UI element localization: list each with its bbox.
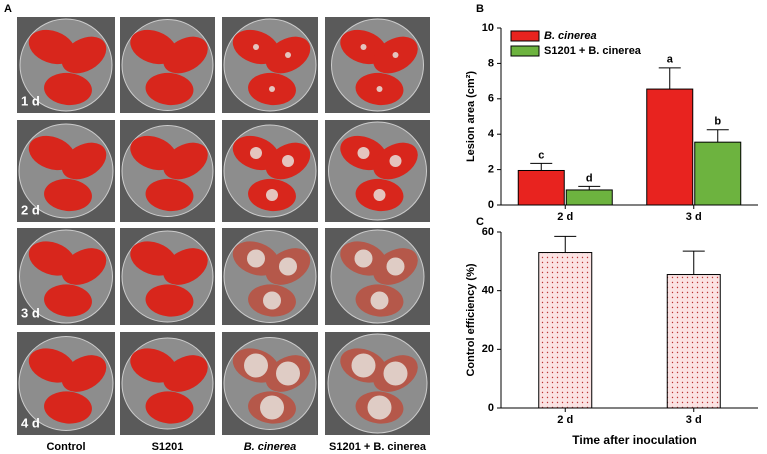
lesion xyxy=(282,155,294,167)
lesion xyxy=(360,44,367,50)
y-tick-label: 6 xyxy=(488,93,494,105)
y-tick-label: 40 xyxy=(482,285,494,297)
row-label: 2 d xyxy=(21,202,40,217)
strawberry xyxy=(163,36,208,74)
lesion xyxy=(367,395,392,420)
bar xyxy=(538,252,593,409)
row-label: 1 d xyxy=(21,93,40,108)
lesion xyxy=(351,353,376,378)
bar xyxy=(694,141,742,206)
lesion xyxy=(370,291,389,310)
strawberry xyxy=(44,178,92,212)
legend-label: B. cinerea xyxy=(544,30,597,42)
lesion xyxy=(244,353,268,378)
strawberry xyxy=(44,284,92,317)
lesion xyxy=(354,249,373,268)
strawberry xyxy=(145,391,194,424)
lesion xyxy=(253,44,259,50)
error-bar xyxy=(578,185,601,190)
y-tick-label: 60 xyxy=(482,226,494,238)
bar xyxy=(517,169,565,206)
lesion xyxy=(279,257,297,276)
strawberry xyxy=(145,284,194,317)
error-bar xyxy=(706,129,729,143)
error-bar xyxy=(554,235,577,253)
significance-label: a xyxy=(667,54,674,66)
lesion xyxy=(285,52,291,58)
lesion xyxy=(373,189,386,201)
x-axis-label: Time after inoculation xyxy=(572,433,696,447)
strawberry xyxy=(145,178,194,212)
column-label: Control xyxy=(46,441,85,453)
bar xyxy=(565,189,613,206)
strawberry xyxy=(61,142,107,180)
y-tick-label: 0 xyxy=(488,199,494,211)
lesion xyxy=(376,86,383,92)
error-bar xyxy=(682,250,705,275)
strawberry xyxy=(163,355,208,392)
lesion xyxy=(260,395,284,420)
y-tick-label: 8 xyxy=(488,57,494,69)
legend-swatch xyxy=(510,30,540,42)
lesion xyxy=(266,189,278,201)
significance-label: d xyxy=(586,172,593,184)
strawberry xyxy=(61,248,107,285)
lesion xyxy=(263,291,281,310)
lesion xyxy=(383,361,408,386)
y-tick-label: 2 xyxy=(488,164,494,176)
lesion xyxy=(250,147,262,159)
y-axis-label: Lesion area (cm²) xyxy=(465,71,477,162)
column-label: B. cinerea xyxy=(244,441,297,453)
strawberry xyxy=(163,248,208,285)
lesion xyxy=(389,155,402,167)
x-tick-label: 2 d xyxy=(557,414,573,426)
y-tick-label: 20 xyxy=(482,343,494,355)
legend-label: S1201 + B. cinerea xyxy=(544,45,642,57)
panel-label: A xyxy=(4,3,12,15)
panel-label: B xyxy=(476,3,484,15)
strawberry xyxy=(44,391,92,424)
legend-swatch xyxy=(510,45,540,57)
y-tick-label: 10 xyxy=(482,22,494,34)
x-tick-label: 3 d xyxy=(686,211,702,223)
y-axis-label: Control efficiency (%) xyxy=(465,263,477,376)
bar xyxy=(666,274,721,409)
lesion xyxy=(247,249,265,268)
x-tick-label: 3 d xyxy=(686,414,702,426)
error-bar xyxy=(530,162,553,171)
strawberry xyxy=(163,142,208,180)
strawberry xyxy=(44,72,92,106)
lesion xyxy=(386,257,405,276)
strawberry xyxy=(61,355,107,392)
panel-label: C xyxy=(476,216,484,228)
significance-label: c xyxy=(538,149,544,161)
y-tick-label: 4 xyxy=(488,128,495,140)
significance-label: b xyxy=(714,116,721,128)
lesion xyxy=(357,147,370,159)
row-label: 4 d xyxy=(21,415,40,430)
column-label: S1201 xyxy=(152,441,184,453)
lesion xyxy=(269,86,275,92)
lesion xyxy=(276,361,300,386)
row-label: 3 d xyxy=(21,305,40,320)
lesion xyxy=(392,52,399,58)
y-tick-label: 0 xyxy=(488,402,494,414)
strawberry xyxy=(61,36,107,74)
column-label: S1201 + B. cinerea xyxy=(329,441,427,453)
error-bar xyxy=(658,67,681,90)
strawberry xyxy=(145,72,194,106)
bar xyxy=(646,88,694,206)
x-tick-label: 2 d xyxy=(557,211,573,223)
